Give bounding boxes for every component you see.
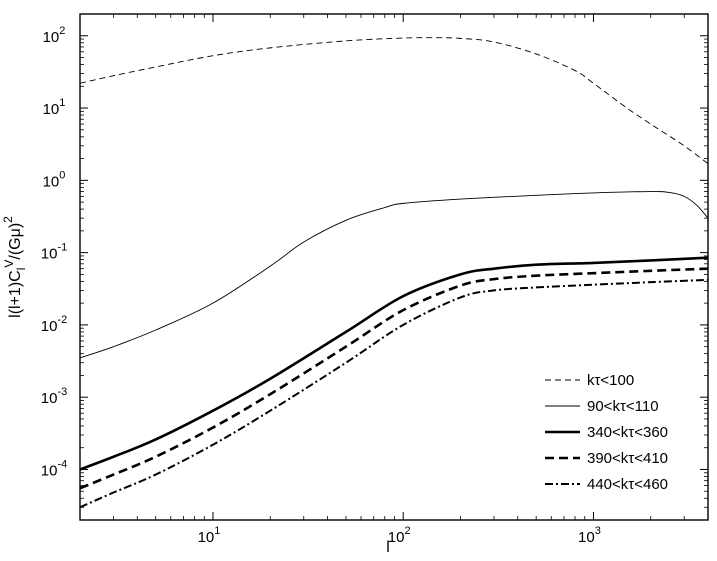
tick-base: 10 <box>41 390 58 407</box>
x-tick-label: 102 <box>388 525 411 546</box>
series-lines <box>79 37 709 509</box>
legend: kτ<100 90<kτ<110 340<kτ<360 390<kτ<410 440<k… <box>545 372 668 493</box>
tick-exponent: 2 <box>59 25 65 37</box>
y-label-part: V <box>2 260 16 268</box>
y-tick-label: 101 <box>43 97 66 118</box>
y-tick-label: 10-2 <box>41 314 67 335</box>
axis-labels: ll(l+1)ClV/(Gμ)2 <box>1 216 390 556</box>
tick-exponent: 1 <box>59 97 65 109</box>
tick-base: 10 <box>578 529 595 546</box>
y-label-part: /(Gμ) <box>7 223 24 260</box>
legend-label-1: kτ<100 <box>587 372 634 389</box>
series-line-3 <box>79 256 709 471</box>
tick-base: 10 <box>43 173 60 190</box>
y-axis-label: l(l+1)ClV/(Gμ)2 <box>1 216 28 318</box>
tick-exponent: -4 <box>57 458 67 470</box>
x-tick-label: 101 <box>198 525 221 546</box>
series-line-1 <box>79 37 709 165</box>
y-tick-label: 10-3 <box>41 386 67 407</box>
x-axis-label: l <box>386 539 390 556</box>
tick-base: 10 <box>41 246 58 263</box>
series-line-2 <box>79 191 709 359</box>
tick-exponent: -3 <box>57 386 67 398</box>
y-label-part: l(l+1)C <box>7 270 24 318</box>
tick-base: 10 <box>41 462 58 479</box>
tick-base: 10 <box>388 529 405 546</box>
legend-label-5: 440<kτ<460 <box>587 476 668 493</box>
series-line-5 <box>79 278 709 509</box>
x-tick-label: 103 <box>578 525 601 546</box>
legend-label-3: 340<kτ<360 <box>587 424 668 441</box>
y-tick-label: 10-4 <box>41 458 67 479</box>
tick-exponent: 1 <box>214 525 220 537</box>
y-tick-label: 10-1 <box>41 242 67 263</box>
series-line-4 <box>79 267 709 490</box>
tick-base: 10 <box>43 29 60 46</box>
legend-label-4: 390<kτ<410 <box>587 450 668 467</box>
tick-exponent: 2 <box>404 525 410 537</box>
tick-exponent: -1 <box>57 242 67 254</box>
tick-exponent: 3 <box>595 525 601 537</box>
y-label-part: 2 <box>1 216 15 223</box>
plot-frame <box>79 13 709 521</box>
tick-base: 10 <box>41 318 58 335</box>
legend-label-2: 90<kτ<110 <box>587 398 659 415</box>
tick-base: 10 <box>43 101 60 118</box>
tick-exponent: -2 <box>57 314 67 326</box>
y-tick-label: 102 <box>43 25 66 46</box>
y-label-part: l <box>14 268 28 271</box>
tick-exponent: 0 <box>59 169 65 181</box>
y-tick-label: 100 <box>43 169 66 190</box>
tick-base: 10 <box>198 529 215 546</box>
